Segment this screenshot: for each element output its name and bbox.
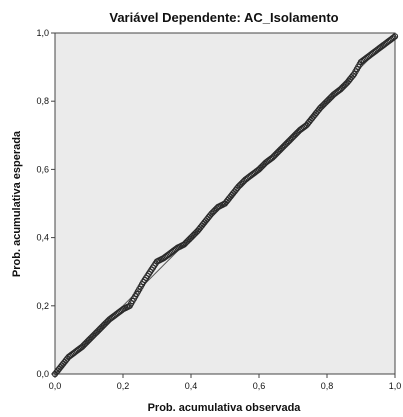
x-axis-label: Prob. acumulativa observada <box>148 402 302 414</box>
data-points-group <box>51 33 399 378</box>
y-axis-ticks: 0,0 0,2 0,4 0,6 0,8 1,0 <box>36 28 55 379</box>
x-tick-label: 0,6 <box>253 381 266 391</box>
y-tick-label: 0,4 <box>36 233 49 243</box>
x-tick-label: 0,2 <box>117 381 130 391</box>
y-tick-label: 1,0 <box>36 28 49 38</box>
y-tick-label: 0,0 <box>36 369 49 379</box>
x-tick-label: 1,0 <box>389 381 402 391</box>
y-axis-label: Prob. acumulativa esperada <box>11 130 23 277</box>
x-axis-ticks: 0,0 0,2 0,4 0,6 0,8 1,0 <box>49 374 402 391</box>
x-tick-label: 0,0 <box>49 381 62 391</box>
x-tick-label: 0,4 <box>185 381 198 391</box>
y-tick-label: 0,6 <box>36 164 49 174</box>
y-tick-label: 0,2 <box>36 301 49 311</box>
y-tick-label: 0,8 <box>36 96 49 106</box>
data-point <box>391 33 399 40</box>
data-point <box>390 34 397 41</box>
chart-title: Variável Dependente: AC_Isolamento <box>109 10 338 25</box>
x-tick-label: 0,8 <box>321 381 334 391</box>
